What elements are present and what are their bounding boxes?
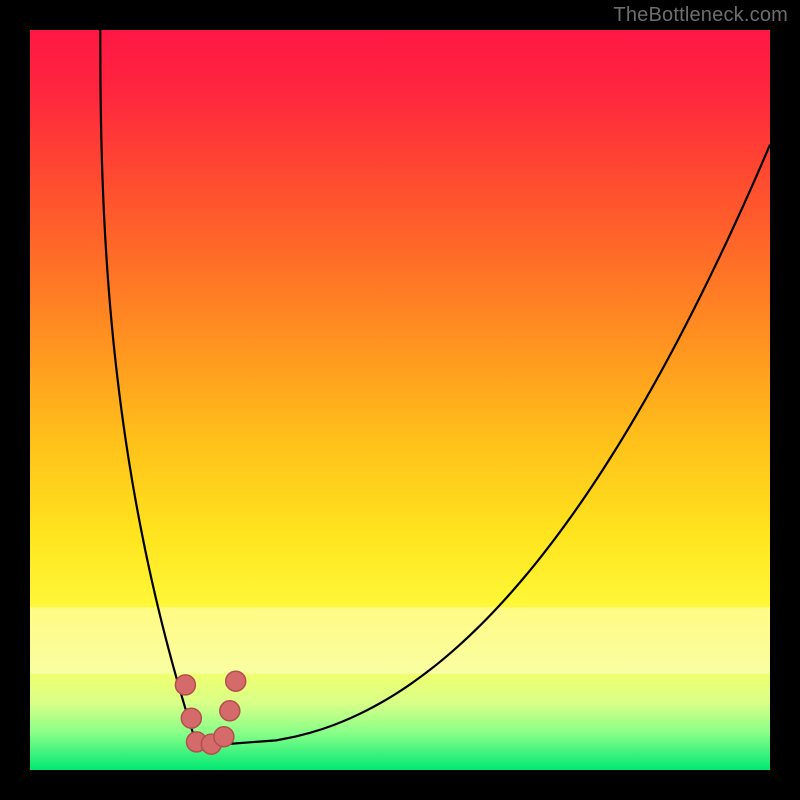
marker-dot: [175, 675, 195, 695]
marker-dot: [226, 671, 246, 691]
chart-band: [30, 607, 770, 674]
marker-dot: [220, 701, 240, 721]
chart-stage: TheBottleneck.com: [0, 0, 800, 800]
bottleneck-chart-svg: [0, 0, 800, 800]
marker-dot: [181, 708, 201, 728]
marker-dot: [214, 727, 234, 747]
